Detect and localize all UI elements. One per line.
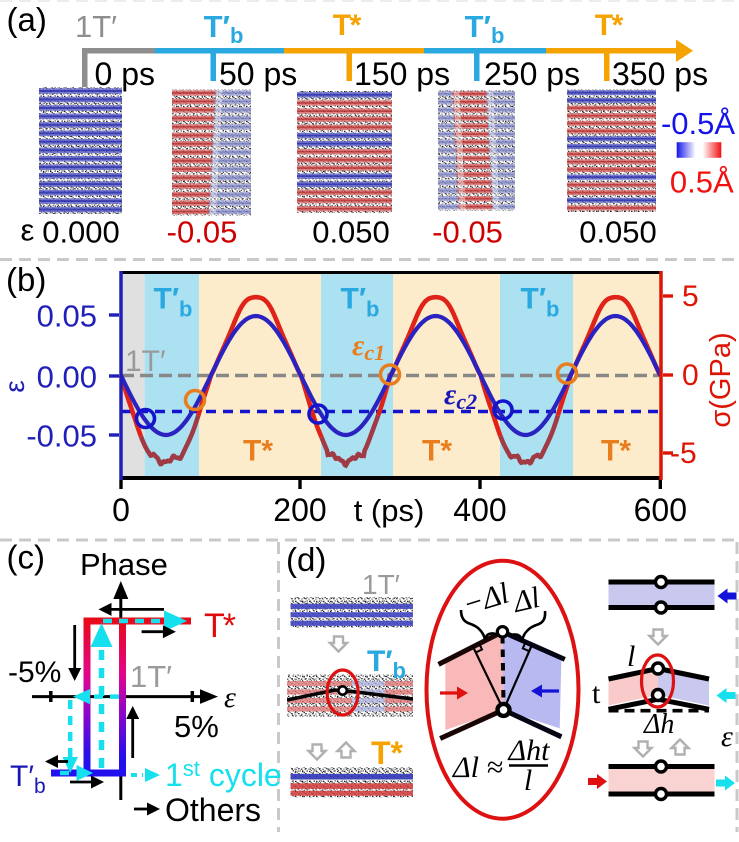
svg-text:50 ps: 50 ps (219, 56, 297, 92)
svg-text:Δh: Δh (643, 709, 674, 740)
svg-text:t: t (592, 677, 601, 710)
svg-text:ε: ε (224, 681, 236, 714)
svg-text:-0.05: -0.05 (432, 215, 503, 250)
svg-text:-0.5Å: -0.5Å (661, 106, 735, 141)
svg-text:0.00: 0.00 (37, 360, 97, 395)
svg-text:-0.05: -0.05 (167, 215, 238, 250)
svg-text:Δl ≈: Δl ≈ (452, 751, 503, 784)
svg-text:600: 600 (634, 492, 687, 528)
svg-text:T*: T* (595, 9, 624, 42)
svg-text:T*: T* (422, 435, 452, 468)
svg-text:t (ps): t (ps) (354, 493, 425, 528)
svg-text:0.5Å: 0.5Å (670, 165, 734, 200)
svg-text:0.050: 0.050 (579, 215, 657, 250)
svg-text:−Δl: −Δl (459, 577, 513, 622)
svg-text:-0.05: -0.05 (26, 419, 97, 454)
svg-text:(b): (b) (6, 261, 46, 298)
svg-text:350 ps: 350 ps (612, 56, 708, 92)
svg-text:(d): (d) (286, 541, 326, 578)
svg-text:0.000: 0.000 (42, 215, 120, 250)
svg-text:T′b: T′b (465, 9, 505, 48)
svg-text:-5%: -5% (8, 656, 61, 689)
svg-text:0: 0 (682, 359, 699, 392)
svg-text:l: l (524, 764, 532, 797)
svg-text:0.05: 0.05 (37, 299, 97, 334)
svg-text:(c): (c) (7, 539, 45, 576)
svg-text:T*: T* (333, 9, 362, 42)
svg-text:-5: -5 (670, 437, 697, 470)
svg-text:T′b: T′b (10, 760, 46, 798)
svg-text:0.050: 0.050 (312, 215, 390, 250)
svg-text:5: 5 (682, 280, 699, 313)
svg-text:T*: T* (371, 735, 404, 771)
svg-text:1st cycle: 1st cycle (165, 756, 282, 793)
svg-text:150 ps: 150 ps (354, 56, 450, 92)
svg-text:Δht: Δht (508, 734, 551, 767)
svg-text:400: 400 (453, 492, 506, 528)
svg-text:l: l (627, 640, 635, 673)
svg-text:Others: Others (165, 792, 261, 828)
svg-text:T′b: T′b (204, 9, 244, 48)
svg-text:200: 200 (273, 492, 326, 528)
svg-text:ε: ε (721, 720, 733, 753)
svg-text:0 ps: 0 ps (95, 56, 155, 92)
svg-text:Phase: Phase (80, 547, 168, 582)
svg-text:1T′: 1T′ (125, 345, 166, 378)
svg-text:σ(GPa): σ(GPa) (705, 332, 737, 427)
svg-text:T*: T* (204, 607, 236, 645)
svg-text:T*: T* (601, 435, 631, 468)
svg-text:T′b: T′b (367, 645, 406, 683)
svg-text:ε: ε (21, 213, 35, 248)
svg-text:(a): (a) (7, 1, 47, 38)
svg-text:0: 0 (112, 492, 130, 528)
svg-text:T*: T* (243, 435, 273, 468)
svg-text:1T′: 1T′ (130, 659, 172, 694)
svg-text:250 ps: 250 ps (484, 56, 580, 92)
svg-text:1T′: 1T′ (362, 569, 400, 600)
svg-text:5%: 5% (174, 709, 219, 744)
svg-text:1T′: 1T′ (75, 9, 117, 44)
svg-text:Δl: Δl (509, 581, 543, 619)
svg-text:ε: ε (0, 380, 30, 392)
